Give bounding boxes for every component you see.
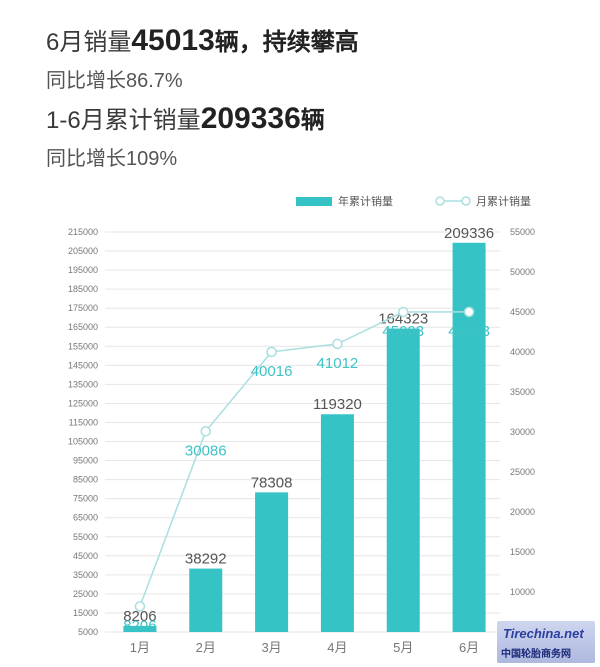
tirechina-watermark: Tirechina.net 中国轮胎商务网 bbox=[497, 621, 595, 663]
right-axis-tick: 10000 bbox=[510, 587, 535, 597]
bar-value-label: 209336 bbox=[444, 225, 494, 242]
headline-line-4: 同比增长109% bbox=[46, 148, 178, 170]
legend-bar-swatch bbox=[296, 197, 332, 206]
legend-line-marker bbox=[461, 196, 471, 206]
line-point bbox=[200, 426, 211, 437]
right-axis-tick: 15000 bbox=[510, 547, 535, 557]
left-axis-tick: 95000 bbox=[73, 456, 98, 466]
headline-3-unit: 辆 bbox=[300, 107, 325, 134]
left-axis-tick: 205000 bbox=[68, 246, 98, 256]
left-axis-tick: 35000 bbox=[73, 570, 98, 580]
bar bbox=[320, 414, 354, 632]
bar bbox=[386, 328, 420, 632]
left-axis-tick: 85000 bbox=[73, 475, 98, 485]
bar-value-label: 8206 bbox=[123, 608, 156, 625]
line-value-label: 30086 bbox=[185, 442, 227, 459]
bar-value-label: 38292 bbox=[185, 551, 227, 568]
headline-1-prefix: 6月销量 bbox=[46, 29, 132, 56]
x-axis-tick: 6月 bbox=[459, 640, 479, 655]
right-axis-tick: 30000 bbox=[510, 427, 535, 437]
watermark-logo: Tirechina.net bbox=[503, 626, 584, 641]
headline-line-3: 1-6月累计销量209336辆 bbox=[46, 100, 325, 136]
bar bbox=[189, 568, 223, 632]
right-axis-tick: 55000 bbox=[510, 227, 535, 237]
legend-bar-label: 年累计销量 bbox=[338, 194, 393, 208]
left-axis-tick: 185000 bbox=[68, 284, 98, 294]
left-axis-tick: 165000 bbox=[68, 322, 98, 332]
bar bbox=[255, 492, 289, 632]
left-axis-tick: 5000 bbox=[78, 627, 98, 637]
headline-3-prefix: 1-6月累计销量 bbox=[46, 107, 201, 134]
left-axis-tick: 175000 bbox=[68, 303, 98, 313]
line-point bbox=[134, 601, 146, 612]
x-axis-tick: 4月 bbox=[327, 640, 347, 655]
line-value-label: 40016 bbox=[251, 363, 293, 380]
bar-value-label: 78308 bbox=[251, 474, 293, 491]
line-value-label: 45013 bbox=[448, 323, 490, 340]
headline-1-unit: 辆， bbox=[214, 29, 263, 56]
left-axis-tick: 45000 bbox=[73, 551, 98, 561]
headline-line-1: 6月销量45013辆，持续攀高 bbox=[46, 22, 359, 58]
watermark-subtitle: 中国轮胎商务网 bbox=[501, 649, 571, 660]
line-point bbox=[266, 346, 277, 358]
left-axis-tick: 215000 bbox=[68, 227, 98, 237]
left-axis-tick: 105000 bbox=[68, 437, 98, 447]
right-axis-tick: 25000 bbox=[510, 467, 535, 477]
chart-legend: 年累计销量 月累计销量 bbox=[296, 194, 531, 208]
bar-value-label: 164323 bbox=[378, 311, 428, 328]
left-axis-tick: 195000 bbox=[68, 265, 98, 275]
headline-line-2: 同比增长86.7% bbox=[46, 70, 183, 92]
right-axis-tick: 40000 bbox=[510, 347, 535, 357]
left-axis-tick: 125000 bbox=[68, 398, 98, 408]
headline-1-number: 45013 bbox=[131, 24, 215, 57]
left-axis-tick: 135000 bbox=[68, 379, 98, 389]
legend-line-label: 月累计销量 bbox=[476, 194, 531, 208]
x-axis-tick: 5月 bbox=[393, 640, 413, 655]
right-axis-tick: 45000 bbox=[510, 307, 535, 317]
x-axis-tick: 1月 bbox=[130, 640, 150, 655]
x-axis-tick: 2月 bbox=[196, 640, 216, 655]
right-axis-tick: 35000 bbox=[510, 387, 535, 397]
left-axis-tick: 25000 bbox=[73, 589, 98, 599]
bar-value-label: 119320 bbox=[313, 396, 362, 413]
line-point bbox=[398, 306, 409, 318]
left-axis-tick: 155000 bbox=[68, 341, 98, 351]
headline-1-suffix: 持续攀高 bbox=[262, 29, 359, 56]
line-value-label: 45003 bbox=[382, 323, 424, 340]
left-axis-tick: 15000 bbox=[73, 608, 98, 618]
left-axis-tick: 65000 bbox=[73, 513, 98, 523]
left-axis-tick: 75000 bbox=[73, 494, 98, 504]
line-series bbox=[139, 311, 470, 607]
line-value-label: 8206 bbox=[123, 617, 156, 634]
headline-3-number: 209336 bbox=[200, 102, 301, 135]
x-axis-tick: 3月 bbox=[261, 640, 281, 655]
line-value-label: 41012 bbox=[317, 355, 359, 372]
right-axis-tick: 50000 bbox=[510, 267, 535, 277]
legend-line-marker bbox=[435, 196, 445, 206]
bar bbox=[123, 625, 157, 632]
line-point bbox=[332, 338, 343, 350]
line-point bbox=[463, 306, 475, 318]
left-axis-tick: 115000 bbox=[69, 417, 98, 427]
right-axis-tick: 20000 bbox=[510, 507, 535, 517]
left-axis-tick: 145000 bbox=[68, 360, 98, 370]
left-axis-tick: 55000 bbox=[73, 532, 98, 542]
bar bbox=[452, 242, 486, 632]
